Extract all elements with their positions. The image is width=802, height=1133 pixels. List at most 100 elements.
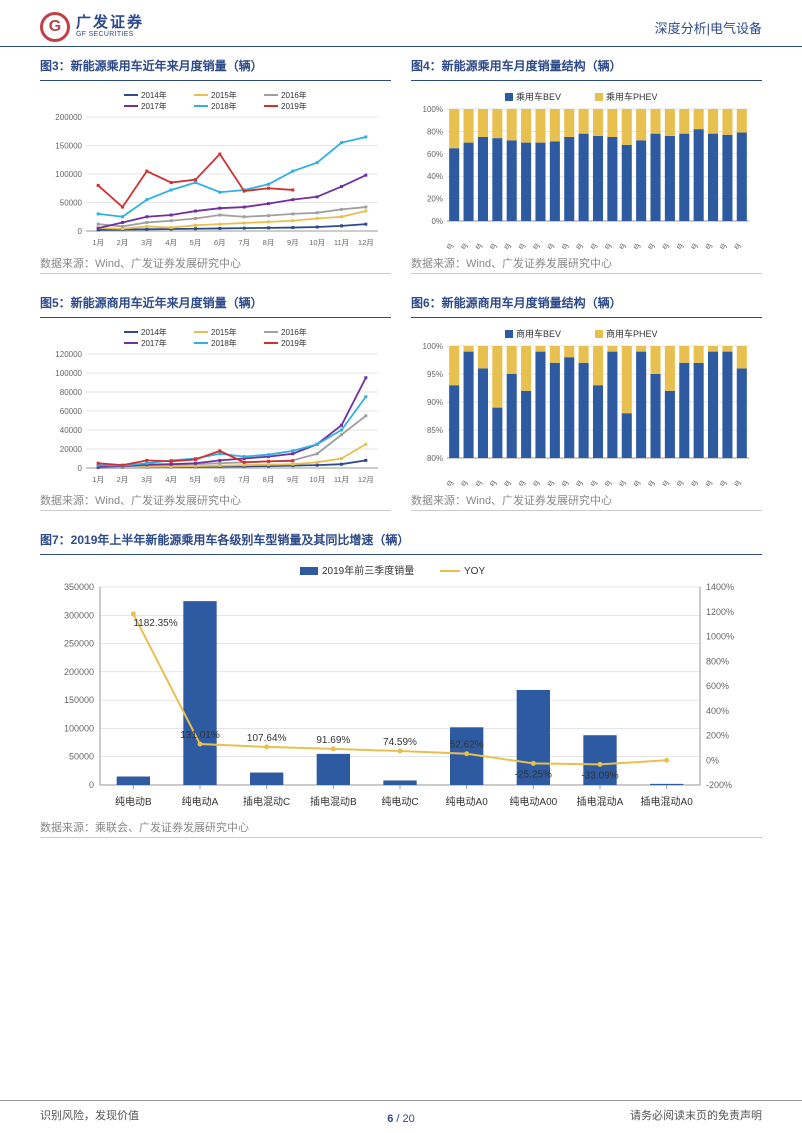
svg-text:1月: 1月	[444, 242, 456, 249]
svg-text:50000: 50000	[60, 199, 83, 208]
svg-text:11月: 11月	[334, 475, 349, 484]
svg-text:1200%: 1200%	[706, 607, 734, 617]
chart4: 乘用车BEV乘用车PHEV0%20%40%60%80%100%1月2月3月4月5…	[411, 81, 762, 251]
svg-text:3月: 3月	[472, 479, 484, 486]
brand-cn: 广发证券	[76, 15, 144, 32]
svg-text:-33.09%: -33.09%	[581, 770, 618, 781]
svg-text:1400%: 1400%	[706, 582, 734, 592]
svg-text:6月: 6月	[688, 479, 700, 486]
svg-text:9月: 9月	[287, 238, 299, 247]
svg-text:12月: 12月	[358, 238, 374, 247]
svg-text:9月: 9月	[559, 479, 571, 486]
chart5-source: 数据来源：Wind、广发证券发展研究中心	[40, 488, 391, 511]
svg-text:74.59%: 74.59%	[383, 737, 417, 748]
chart3-source: 数据来源：Wind、广发证券发展研究中心	[40, 251, 391, 274]
svg-text:5月: 5月	[674, 479, 686, 486]
svg-text:5月: 5月	[674, 242, 686, 249]
chart6-source: 数据来源：Wind、广发证券发展研究中心	[411, 488, 762, 511]
svg-text:乘用车BEV: 乘用车BEV	[516, 91, 561, 102]
svg-text:8月: 8月	[717, 242, 729, 249]
svg-text:800%: 800%	[706, 656, 729, 666]
svg-text:11月: 11月	[334, 238, 349, 247]
svg-text:8月: 8月	[717, 479, 729, 486]
svg-text:8月: 8月	[263, 238, 275, 247]
svg-text:250000: 250000	[64, 639, 94, 649]
svg-text:6月: 6月	[515, 479, 527, 486]
svg-text:2018年: 2018年	[211, 101, 237, 111]
svg-text:2014年: 2014年	[141, 327, 167, 337]
svg-text:11月: 11月	[586, 242, 600, 249]
svg-text:10月: 10月	[309, 475, 325, 484]
svg-text:100%: 100%	[423, 342, 443, 351]
svg-text:2017年: 2017年	[141, 101, 167, 111]
svg-text:107.64%: 107.64%	[247, 733, 287, 744]
svg-text:商用车PHEV: 商用车PHEV	[606, 328, 658, 339]
svg-text:2015年: 2015年	[211, 327, 237, 337]
svg-text:200000: 200000	[64, 667, 94, 677]
svg-text:60%: 60%	[427, 150, 443, 159]
svg-text:20%: 20%	[427, 195, 443, 204]
svg-text:4月: 4月	[659, 242, 671, 249]
svg-text:0%: 0%	[706, 755, 719, 765]
svg-text:6月: 6月	[214, 238, 226, 247]
svg-text:2月: 2月	[458, 242, 470, 249]
svg-text:7月: 7月	[530, 479, 542, 486]
svg-text:11月: 11月	[586, 479, 600, 486]
svg-text:0: 0	[78, 227, 83, 236]
svg-text:7月: 7月	[238, 238, 250, 247]
chart6: 商用车BEV商用车PHEV80%85%90%95%100%1月2月3月4月5月6…	[411, 318, 762, 488]
svg-text:2014年: 2014年	[141, 90, 167, 100]
svg-text:350000: 350000	[64, 582, 94, 592]
svg-text:纯电动B: 纯电动B	[115, 795, 152, 808]
svg-text:9月: 9月	[731, 242, 743, 249]
svg-text:95%: 95%	[427, 370, 443, 379]
svg-text:12月: 12月	[600, 479, 614, 486]
svg-text:5月: 5月	[501, 479, 513, 486]
svg-text:1月: 1月	[92, 238, 104, 247]
svg-text:7月: 7月	[238, 475, 250, 484]
svg-text:600%: 600%	[706, 681, 729, 691]
svg-text:2月: 2月	[630, 479, 642, 486]
svg-text:80000: 80000	[60, 388, 83, 397]
svg-text:7月: 7月	[530, 242, 542, 249]
svg-text:-200%: -200%	[706, 780, 732, 790]
svg-text:-25.25%: -25.25%	[515, 769, 552, 780]
svg-text:3月: 3月	[645, 479, 657, 486]
logo-icon: G	[40, 12, 70, 42]
svg-text:85%: 85%	[427, 426, 443, 435]
svg-text:8月: 8月	[544, 479, 556, 486]
svg-text:5月: 5月	[190, 238, 202, 247]
svg-text:乘用车PHEV: 乘用车PHEV	[606, 91, 658, 102]
svg-text:8月: 8月	[263, 475, 275, 484]
svg-text:10月: 10月	[571, 242, 585, 249]
svg-text:100000: 100000	[64, 723, 94, 733]
svg-text:10月: 10月	[309, 238, 325, 247]
svg-text:2019年前三季度销量: 2019年前三季度销量	[322, 564, 414, 577]
svg-text:200%: 200%	[706, 731, 729, 741]
svg-text:2月: 2月	[117, 238, 129, 247]
svg-text:100%: 100%	[423, 105, 443, 114]
svg-text:1000%: 1000%	[706, 632, 734, 642]
svg-text:150000: 150000	[64, 695, 94, 705]
svg-text:9月: 9月	[731, 479, 743, 486]
svg-text:纯电动A00: 纯电动A00	[509, 795, 557, 808]
svg-text:12月: 12月	[600, 242, 614, 249]
svg-text:2016年: 2016年	[281, 327, 307, 337]
svg-text:90%: 90%	[427, 398, 443, 407]
svg-text:4月: 4月	[659, 479, 671, 486]
svg-text:纯电动A: 纯电动A	[182, 795, 219, 808]
chart3-title: 图3：新能源乘用车近年来月度销量（辆）	[40, 53, 391, 81]
svg-text:91.69%: 91.69%	[316, 735, 350, 746]
svg-text:2016年: 2016年	[281, 90, 307, 100]
svg-text:2018年: 2018年	[211, 338, 237, 348]
svg-text:52.62%: 52.62%	[450, 740, 484, 751]
svg-text:120000: 120000	[55, 350, 82, 359]
svg-text:150000: 150000	[55, 142, 82, 151]
svg-text:插电混动B: 插电混动B	[310, 795, 357, 808]
svg-text:0: 0	[89, 780, 94, 790]
svg-text:3月: 3月	[141, 475, 153, 484]
chart3: 2014年2015年2016年2017年2018年2019年0500001000…	[40, 81, 391, 251]
chart7-source: 数据来源：乘联会、广发证券发展研究中心	[40, 815, 762, 838]
svg-text:200000: 200000	[55, 113, 82, 122]
svg-text:7月: 7月	[702, 479, 714, 486]
